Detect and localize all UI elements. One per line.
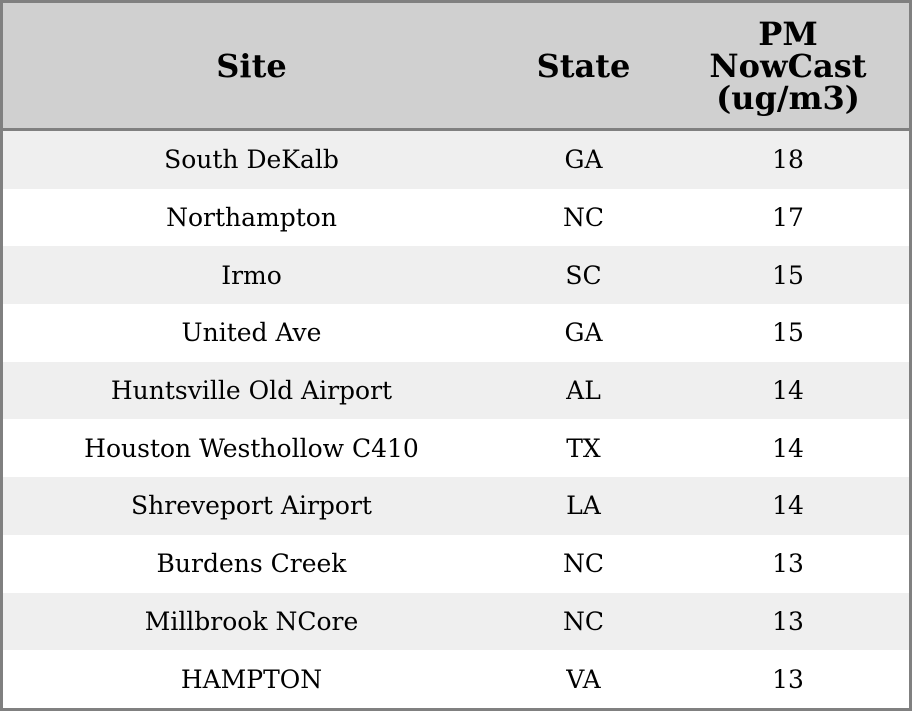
table-row: Burdens Creek NC 13: [3, 534, 909, 593]
cell-site: Burdens Creek: [3, 534, 500, 593]
pm-nowcast-table: Site State PM NowCast (ug/m3) South DeKa…: [3, 3, 909, 708]
cell-state: GA: [500, 304, 667, 362]
table-row: HAMPTON VA 13: [3, 650, 909, 708]
table-row: Northampton NC 17: [3, 188, 909, 247]
cell-state: NC: [500, 534, 667, 593]
cell-state: VA: [500, 650, 667, 708]
cell-pm: 17: [667, 188, 909, 247]
cell-pm: 15: [667, 246, 909, 305]
table-row: United Ave GA 15: [3, 304, 909, 362]
cell-pm: 14: [667, 419, 909, 478]
cell-site: Irmo: [3, 246, 500, 305]
cell-site: HAMPTON: [3, 650, 500, 708]
header-site: Site: [3, 3, 500, 131]
cell-state: AL: [500, 361, 667, 420]
header-state: State: [500, 3, 667, 131]
header-pm-line1: PM: [758, 14, 818, 53]
cell-pm: 13: [667, 534, 909, 593]
cell-site: Shreveport Airport: [3, 477, 500, 535]
table-row: Irmo SC 15: [3, 246, 909, 305]
cell-pm: 14: [667, 477, 909, 535]
cell-pm: 13: [667, 650, 909, 708]
cell-state: NC: [500, 188, 667, 247]
header-pm-line3: (ug/m3): [716, 78, 860, 117]
cell-state: LA: [500, 477, 667, 535]
table-row: Houston Westhollow C410 TX 14: [3, 419, 909, 478]
cell-site: Millbrook NCore: [3, 592, 500, 651]
cell-site: Huntsville Old Airport: [3, 361, 500, 420]
header-pm: PM NowCast (ug/m3): [667, 3, 909, 131]
table-row: Huntsville Old Airport AL 14: [3, 361, 909, 420]
header-row: Site State PM NowCast (ug/m3): [3, 3, 909, 131]
cell-site: Northampton: [3, 188, 500, 247]
cell-pm: 15: [667, 304, 909, 362]
cell-state: NC: [500, 592, 667, 651]
cell-site: South DeKalb: [3, 129, 500, 189]
cell-state: GA: [500, 129, 667, 189]
table-row: Millbrook NCore NC 13: [3, 592, 909, 651]
cell-pm: 13: [667, 592, 909, 651]
cell-state: SC: [500, 246, 667, 305]
cell-site: United Ave: [3, 304, 500, 362]
table-row: Shreveport Airport LA 14: [3, 477, 909, 535]
cell-state: TX: [500, 419, 667, 478]
header-pm-line2: NowCast: [709, 46, 867, 85]
cell-site: Houston Westhollow C410: [3, 419, 500, 478]
table-row: South DeKalb GA 18: [3, 129, 909, 189]
cell-pm: 18: [667, 129, 909, 189]
cell-pm: 14: [667, 361, 909, 420]
